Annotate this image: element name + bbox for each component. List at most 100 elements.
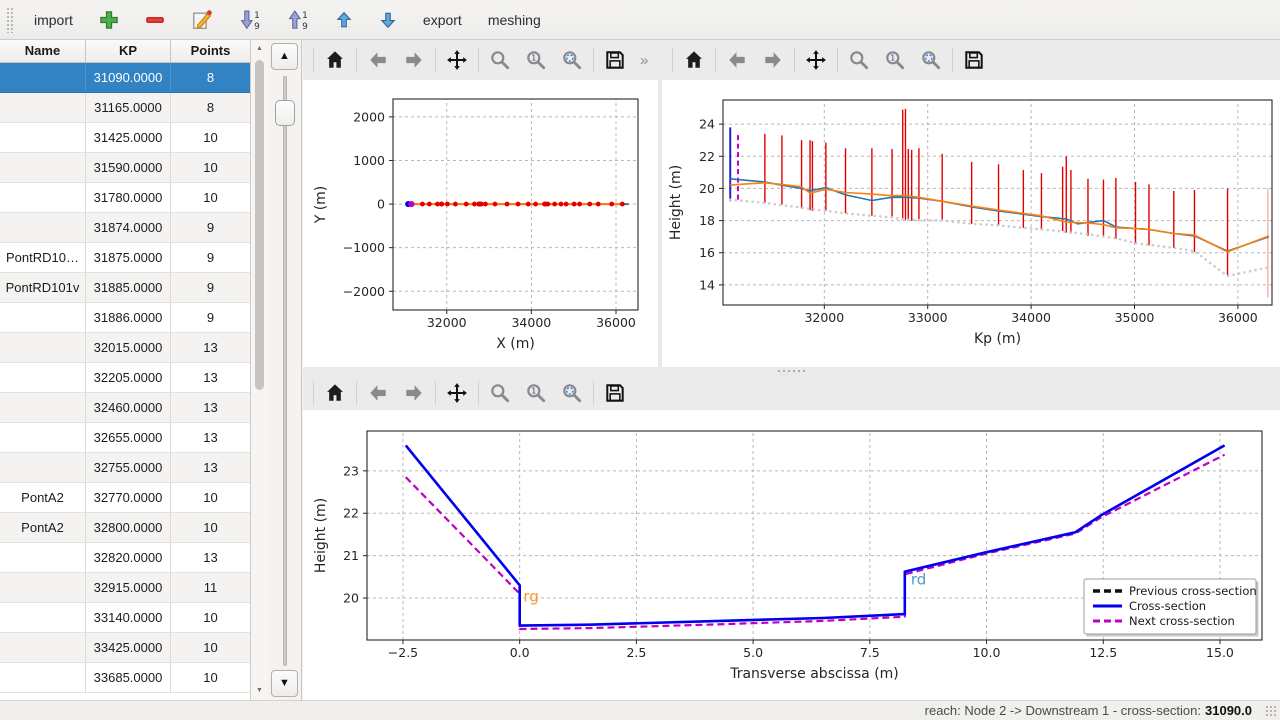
table-row[interactable]: 31090.0000 8	[0, 63, 250, 93]
home-button[interactable]	[320, 46, 350, 74]
table-cell[interactable]: 32755.0000	[86, 453, 171, 482]
save-figure-button[interactable]	[959, 46, 989, 74]
table-cell[interactable]: 31590.0000	[86, 153, 171, 182]
table-cell[interactable]: 31090.0000	[86, 63, 171, 92]
scroll-up-icon[interactable]: ▲	[256, 45, 263, 52]
table-cell[interactable]: 32205.0000	[86, 363, 171, 392]
forward-button[interactable]	[399, 46, 429, 74]
home-button[interactable]	[320, 379, 350, 407]
table-cell[interactable]: 33685.0000	[86, 663, 171, 692]
table-row[interactable]: 33425.0000 10	[0, 633, 250, 663]
table-cell[interactable]: 10	[203, 670, 218, 685]
column-header-points[interactable]: Points	[190, 43, 231, 58]
table-cell[interactable]: PontRD10…	[0, 243, 86, 272]
toolbar-overflow-button[interactable]: »	[640, 51, 649, 69]
table-row[interactable]: 31425.0000 10	[0, 123, 250, 153]
table-cell[interactable]: 10	[203, 190, 218, 205]
plan-view-canvas[interactable]: 32000 34000 36000 −2000 −1000 0 1000 2000 X (m) Y…	[303, 80, 656, 367]
table-cell[interactable]	[0, 453, 86, 482]
table-cell[interactable]: 13	[203, 550, 218, 565]
table-cell[interactable]: 31425.0000	[86, 123, 171, 152]
zoom-selection-button[interactable]	[557, 379, 587, 407]
table-cell[interactable]: 11	[203, 580, 218, 595]
table-cell[interactable]	[0, 363, 86, 392]
table-cell[interactable]: 9	[206, 250, 215, 265]
sort-descending-button[interactable]	[233, 5, 267, 35]
table-cell[interactable]	[0, 303, 86, 332]
table-row[interactable]: 31590.0000 10	[0, 153, 250, 183]
table-cell[interactable]: 8	[206, 70, 215, 85]
table-cell[interactable]: 13	[203, 400, 218, 415]
table-cell[interactable]: 9	[206, 280, 215, 295]
table-cell[interactable]: 32015.0000	[86, 333, 171, 362]
home-button[interactable]	[679, 46, 709, 74]
table-row[interactable]: PontA2 32800.0000 10	[0, 513, 250, 543]
column-header-name[interactable]: Name	[0, 40, 86, 62]
window-resize-grip[interactable]	[1265, 705, 1277, 717]
move-up-button[interactable]	[329, 5, 359, 35]
table-cell[interactable]: 13	[203, 430, 218, 445]
table-cell[interactable]	[0, 183, 86, 212]
back-button[interactable]	[722, 46, 752, 74]
table-cell[interactable]: 32770.0000	[86, 483, 171, 512]
table-row[interactable]: 31874.0000 9	[0, 213, 250, 243]
table-row[interactable]: 32820.0000 13	[0, 543, 250, 573]
table-row[interactable]: 32755.0000 13	[0, 453, 250, 483]
table-cell[interactable]: 10	[203, 490, 218, 505]
table-cell[interactable]: 10	[203, 160, 218, 175]
table-cell[interactable]	[0, 543, 86, 572]
table-row[interactable]: 32015.0000 13	[0, 333, 250, 363]
table-row[interactable]: PontRD101v 31885.0000 9	[0, 273, 250, 303]
navigator-slider-track[interactable]	[283, 76, 287, 666]
zoom-button[interactable]	[844, 46, 874, 74]
table-cell[interactable]: 33140.0000	[86, 603, 171, 632]
cross-section-canvas[interactable]: rg rd −2.5 0.0 2.5 5.0 7.5 10.0 12.5 15.0 20 21 22 23…	[303, 410, 1280, 700]
table-row[interactable]: 33140.0000 10	[0, 603, 250, 633]
zoom-button[interactable]	[485, 46, 515, 74]
table-cell[interactable]: 10	[203, 520, 218, 535]
table-cell[interactable]: 10	[203, 130, 218, 145]
back-button[interactable]	[363, 46, 393, 74]
navigate-up-button[interactable]: ▲	[271, 43, 298, 70]
navigator-slider-thumb[interactable]	[275, 100, 295, 126]
table-row[interactable]: 32205.0000 13	[0, 363, 250, 393]
table-cell[interactable]: 13	[203, 370, 218, 385]
table-row[interactable]: PontRD10… 31875.0000 9	[0, 243, 250, 273]
zoom-one-button[interactable]	[521, 379, 551, 407]
table-cell[interactable]	[0, 603, 86, 632]
table-cell[interactable]	[0, 573, 86, 602]
table-row[interactable]: PontA2 32770.0000 10	[0, 483, 250, 513]
add-cross-section-button[interactable]	[93, 5, 125, 35]
table-cell[interactable]: 9	[206, 220, 215, 235]
table-cell[interactable]: 31885.0000	[86, 273, 171, 302]
table-cell[interactable]: 32915.0000	[86, 573, 171, 602]
remove-cross-section-button[interactable]	[139, 5, 171, 35]
table-cell[interactable]: 31886.0000	[86, 303, 171, 332]
table-cell[interactable]: 31780.0000	[86, 183, 171, 212]
table-cell[interactable]	[0, 153, 86, 182]
table-cell[interactable]: 32460.0000	[86, 393, 171, 422]
table-cell[interactable]: 31875.0000	[86, 243, 171, 272]
table-cell[interactable]: 10	[203, 640, 218, 655]
table-cell[interactable]: PontRD101v	[0, 273, 86, 302]
table-cell[interactable]: PontA2	[0, 483, 86, 512]
edit-cross-section-button[interactable]	[185, 5, 219, 35]
toolbar-drag-handle[interactable]	[6, 6, 14, 33]
table-row[interactable]: 31165.0000 8	[0, 93, 250, 123]
table-cell[interactable]: 8	[206, 100, 215, 115]
import-button[interactable]: import	[34, 11, 73, 28]
table-cell[interactable]: 13	[203, 460, 218, 475]
zoom-one-button[interactable]	[880, 46, 910, 74]
zoom-selection-button[interactable]	[557, 46, 587, 74]
table-row[interactable]: 31886.0000 9	[0, 303, 250, 333]
move-down-button[interactable]	[373, 5, 403, 35]
zoom-one-button[interactable]	[521, 46, 551, 74]
navigate-down-button[interactable]: ▼	[271, 670, 298, 697]
table-cell[interactable]: 31165.0000	[86, 93, 171, 122]
table-cell[interactable]	[0, 333, 86, 362]
table-cell[interactable]	[0, 423, 86, 452]
table-cell[interactable]: 31874.0000	[86, 213, 171, 242]
table-row[interactable]: 32655.0000 13	[0, 423, 250, 453]
table-scrollbar-thumb[interactable]	[255, 60, 264, 390]
table-row[interactable]: 32915.0000 11	[0, 573, 250, 603]
